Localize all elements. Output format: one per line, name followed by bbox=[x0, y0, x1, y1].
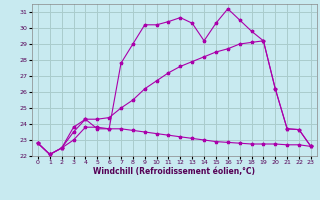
X-axis label: Windchill (Refroidissement éolien,°C): Windchill (Refroidissement éolien,°C) bbox=[93, 167, 255, 176]
